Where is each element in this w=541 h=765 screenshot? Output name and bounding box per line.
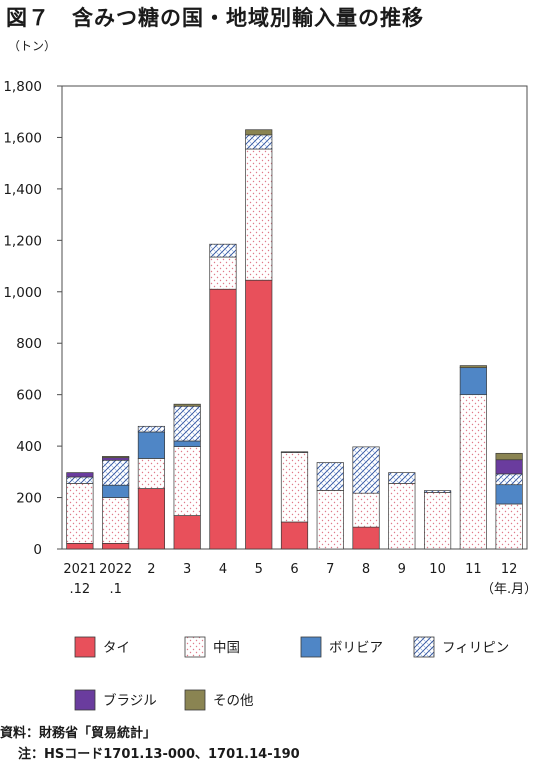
- x-tick-label: 12: [501, 562, 518, 577]
- legend-swatch-1: [184, 636, 206, 658]
- bar-segment-0: [280, 521, 309, 550]
- bar-segment-3: [316, 462, 344, 491]
- bar-segment-0: [137, 488, 166, 550]
- y-tick-label: 400: [16, 439, 42, 455]
- x-axis-unit: （年.月）: [481, 582, 537, 597]
- x-tick-label: 4: [219, 562, 227, 577]
- x-tick-label: 11: [465, 562, 482, 577]
- bar-segment-3: [280, 451, 309, 453]
- x-tick-label: 5: [255, 562, 263, 577]
- legend-swatch-0: [74, 636, 96, 658]
- bar-segment-3: [388, 472, 416, 484]
- legend-swatch-2: [300, 636, 322, 658]
- x-tick-label: 2: [147, 562, 155, 577]
- y-tick-label: 1,200: [3, 233, 42, 249]
- y-tick-label: 800: [16, 336, 42, 352]
- bar-segment-3: [173, 405, 201, 442]
- bar-segment-3: [423, 490, 452, 493]
- legend-label-3: フィリピン: [442, 640, 509, 656]
- footnote: 注：HSコード1701.13-000、1701.14-190: [18, 747, 300, 762]
- bars-layer: [66, 129, 523, 550]
- bar-segment-2: [495, 484, 523, 505]
- bar-segment-3: [102, 459, 130, 486]
- legend-label-5: その他: [213, 693, 254, 709]
- bar-segment-3: [209, 243, 237, 258]
- bar-segment-1: [280, 452, 309, 523]
- bar-segment-3: [66, 476, 94, 484]
- bar-segment-1: [423, 492, 452, 550]
- x-tick-label: .1: [109, 582, 121, 597]
- source-note: 資料：財務省「貿易統計」: [0, 726, 157, 741]
- bar-segment-1: [352, 492, 380, 528]
- stacked-bar-chart: 0 200 400 600 800 1,000 1,200 1,400 1,600 1,800 （ト…: [3, 39, 537, 711]
- x-tick-label: 6: [290, 562, 298, 577]
- bar-segment-4: [66, 472, 94, 478]
- bar-segment-5: [102, 456, 130, 459]
- x-tick-label: 2022: [99, 562, 132, 577]
- bar-segment-1: [245, 148, 273, 281]
- x-tick-label: 9: [398, 562, 406, 577]
- bar-segment-0: [66, 542, 94, 550]
- legend-swatch-4: [74, 689, 96, 711]
- bar-segment-3: [137, 425, 166, 433]
- bar-segment-0: [352, 526, 380, 550]
- bar-segment-1: [316, 490, 344, 550]
- bar-segment-1: [459, 394, 487, 550]
- legend-swatch-3: [413, 636, 435, 658]
- legend-swatch-5: [184, 689, 206, 711]
- x-tick-label: 10: [429, 562, 446, 577]
- bar-segment-2: [173, 440, 201, 447]
- bar-segment-1: [388, 483, 416, 550]
- bar-segment-4: [495, 459, 523, 475]
- bar-segment-4: [102, 457, 130, 461]
- bar-segment-5: [173, 403, 201, 407]
- x-tick-label: 3: [183, 562, 191, 577]
- x-tick-label: 7: [326, 562, 334, 577]
- bar-segment-2: [137, 431, 166, 459]
- y-tick-label: 1,600: [3, 130, 42, 146]
- bar-segment-3: [245, 134, 273, 150]
- y-tick-label: 1,800: [3, 79, 42, 95]
- bar-segment-2: [102, 484, 130, 498]
- x-tick-label: 8: [362, 562, 370, 577]
- bar-segment-0: [209, 288, 237, 550]
- legend-label-1: 中国: [213, 640, 240, 656]
- y-tick-label: 200: [16, 491, 42, 507]
- y-tick-label: 600: [16, 388, 42, 404]
- bar-segment-0: [173, 515, 201, 550]
- y-axis-unit: （トン）: [8, 39, 56, 53]
- bar-segment-2: [459, 367, 487, 396]
- bar-segment-0: [102, 542, 130, 550]
- axes-layer: 0 200 400 600 800 1,000 1,200 1,400 1,600 1,800 （ト…: [3, 39, 537, 597]
- bar-segment-1: [137, 458, 166, 489]
- bar-segment-3: [495, 473, 523, 486]
- y-tick-label: 1,400: [3, 182, 42, 198]
- chart-title: 図７ 含みつ糖の国・地域別輸入量の推移: [6, 6, 424, 30]
- legend-label-0: タイ: [103, 640, 130, 656]
- bar-segment-1: [495, 503, 523, 550]
- bar-segment-0: [245, 279, 273, 550]
- legend-label-2: ボリビア: [329, 640, 383, 656]
- x-tick-label: .12: [70, 582, 91, 597]
- bar-segment-5: [245, 129, 273, 136]
- bar-segment-1: [66, 483, 94, 544]
- bar-segment-3: [352, 446, 380, 494]
- bar-segment-1: [102, 497, 130, 544]
- bar-segment-1: [173, 446, 201, 516]
- legend-label-4: ブラジル: [103, 692, 157, 709]
- x-tick-label: 2021: [63, 562, 96, 577]
- y-tick-label: 0: [33, 542, 42, 558]
- y-tick-label: 1,000: [3, 285, 42, 301]
- bar-segment-5: [495, 452, 523, 461]
- bar-segment-1: [209, 256, 237, 290]
- bar-segment-5: [459, 365, 487, 369]
